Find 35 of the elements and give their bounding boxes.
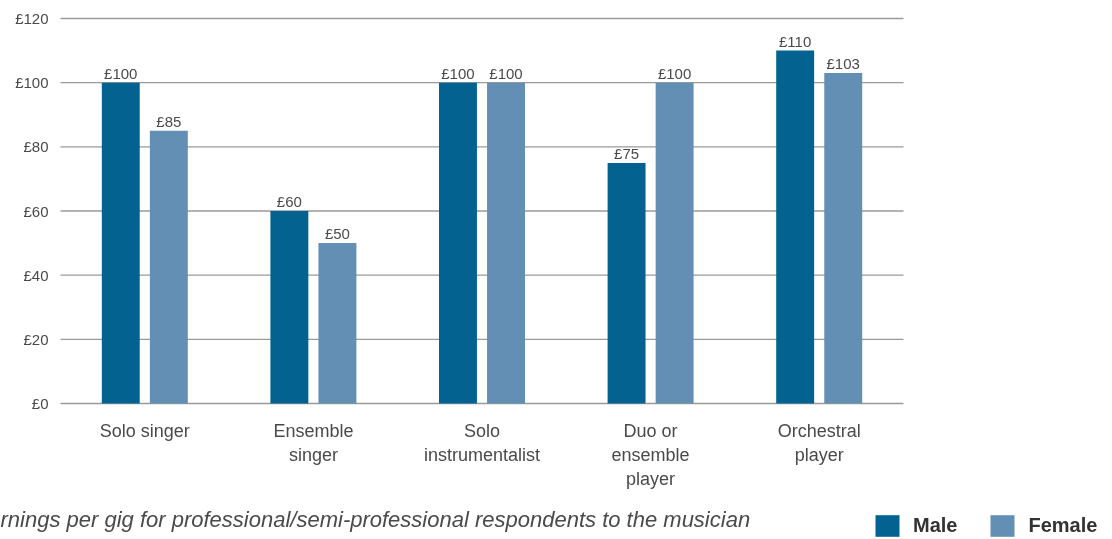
legend-label: Female	[1028, 514, 1098, 537]
y-tick-label: £60	[23, 202, 49, 220]
data-label: £100	[489, 64, 523, 82]
y-tick-label: £40	[23, 266, 49, 284]
data-label: £103	[826, 55, 860, 73]
data-label: £100	[441, 64, 475, 82]
data-label: £100	[657, 64, 692, 82]
data-label: £50	[324, 225, 350, 243]
bar	[824, 73, 863, 404]
bar	[607, 162, 646, 404]
bar	[655, 82, 694, 404]
bar	[149, 130, 188, 404]
data-label: £100	[104, 64, 138, 82]
legend-label: Male	[913, 514, 958, 537]
y-tick-label: £0	[31, 395, 49, 412]
bar	[318, 243, 357, 404]
x-tick-label: Orchestral player	[777, 420, 861, 465]
data-label: £110	[779, 32, 812, 50]
x-tick-label: Duo or ensemble player	[611, 420, 690, 489]
y-tick-label: £120	[15, 10, 49, 27]
x-tick-label: Ensemble singer	[273, 420, 354, 465]
y-tick-label: £100	[15, 74, 49, 92]
bar	[101, 82, 140, 404]
x-tick-label: Solo instrumentalist	[423, 420, 541, 465]
text: rnings per gig for professional/semi-professional respondents to the musician	[0, 506, 751, 532]
data-label: £75	[614, 144, 640, 162]
bar	[439, 82, 477, 404]
data-label: £60	[276, 193, 302, 210]
x-tick-label: Solo singer	[99, 420, 190, 441]
bar	[776, 50, 815, 404]
bar	[270, 211, 309, 404]
bar	[487, 82, 525, 404]
data-label: £85	[156, 112, 182, 130]
y-tick-label: £80	[23, 138, 49, 156]
y-tick-label: £20	[23, 330, 49, 348]
